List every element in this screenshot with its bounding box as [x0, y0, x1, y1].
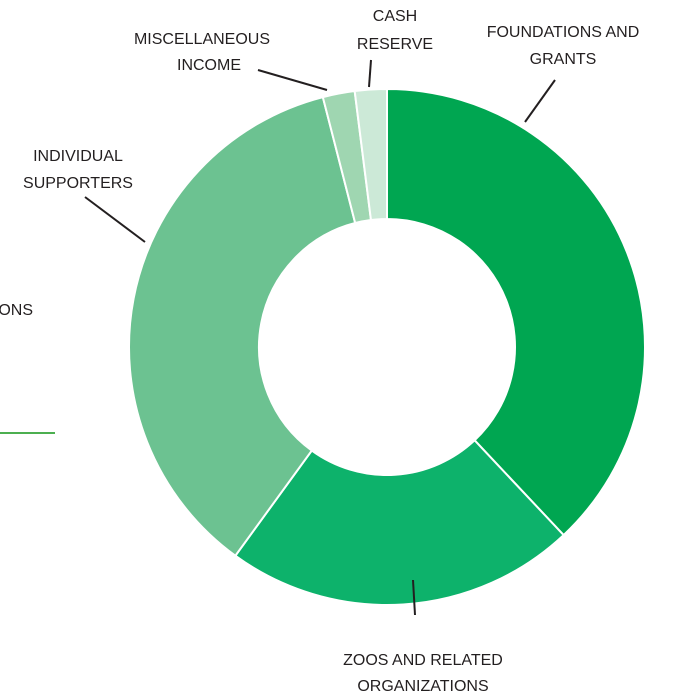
segment-label: ZOOS AND RELATED	[343, 652, 503, 669]
segment-label: MISCELLANEOUS	[134, 31, 270, 48]
donut-segment	[386, 87, 646, 537]
cropped-label: ONS	[0, 302, 33, 319]
leader-line	[412, 579, 416, 616]
donut-segment	[128, 95, 357, 558]
leader-line	[84, 196, 146, 243]
segment-label: ORGANIZATIONS	[357, 678, 488, 695]
segment-label: INCOME	[177, 57, 241, 74]
segment-label: SUPPORTERS	[23, 175, 133, 192]
donut-segment	[233, 438, 566, 606]
segment-label: GRANTS	[530, 51, 597, 68]
segment-label: FOUNDATIONS AND	[487, 24, 640, 41]
segment-label: CASH	[373, 8, 417, 25]
donut-segment	[353, 87, 388, 222]
segment-label: INDIVIDUAL	[33, 148, 123, 165]
segment-label: RESERVE	[357, 36, 433, 53]
leader-line	[524, 79, 556, 123]
leader-line	[368, 59, 372, 88]
leader-line	[257, 69, 328, 91]
